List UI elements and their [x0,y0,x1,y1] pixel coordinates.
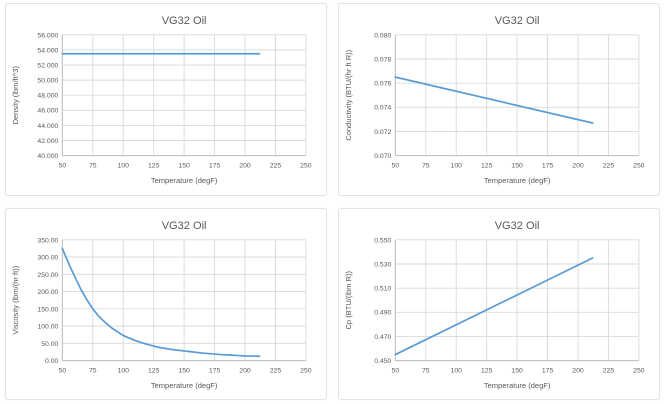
tick-label: 175 [542,367,554,374]
axis-label: Temperature (degF) [151,176,218,185]
tick-label: 225 [603,163,615,170]
tick-label: 50 [59,367,67,374]
tick-label: 250 [633,163,645,170]
tick-label: 75 [422,163,430,170]
tick-label: 150 [511,163,523,170]
tick-label: 50 [392,367,400,374]
tick-label: 0.00 [45,358,58,365]
axis-label: Viscosity (lbm/(hr ft)) [11,265,20,334]
viscosity-series-line [61,247,261,357]
chart-title: VG32 Oil [162,219,207,231]
tick-label: 200 [572,367,584,374]
tick-label: 150 [511,367,523,374]
axis-label: Cp (BTU/(lbm R)) [344,270,353,329]
tick-label: 200 [239,163,251,170]
tick-label: 250 [300,163,312,170]
conductivity-series-line [394,76,594,124]
chart-panel-cp: VG32 Oil 0.450 0.470 0.490 0.510 0.530 0.550 5… [338,207,660,400]
tick-label: 100 [118,163,130,170]
tick-label: 250 [300,367,312,374]
viscosity-chart: VG32 Oil 0.00 50.00 100.00 150.00 200.00 250.… [11,219,312,390]
tick-label: 0.074 [374,105,391,112]
tick-label: 125 [148,367,160,374]
tick-label: 125 [481,367,493,374]
tick-label: 0.450 [374,358,391,365]
tick-label: 75 [89,163,97,170]
plot-area: 0.450 0.470 0.490 0.510 0.530 0.550 50 75 100 125… [344,237,645,390]
axis-label: Temperature (degF) [484,176,551,185]
tick-label: 200.00 [37,289,58,296]
axis-label: Density (lbm/ft^3) [11,66,20,125]
tick-label: 225 [270,367,282,374]
axis-label: Temperature (degF) [484,380,551,389]
tick-label: 0.510 [374,285,391,292]
tick-label: 0.530 [374,261,391,268]
tick-label: 56.000 [37,32,58,39]
tick-label: 52.000 [37,62,58,69]
tick-label: 100 [451,163,463,170]
plot-area: 0.070 0.072 0.074 0.076 0.078 0.080 50 75 100 125… [344,32,645,185]
plot-area: 0.00 50.00 100.00 150.00 200.00 250.00 300.00 3… [11,237,312,390]
tick-label: 0.072 [374,129,391,136]
tick-label: 250 [633,367,645,374]
tick-label: 150 [178,367,190,374]
tick-label: 44.000 [37,123,58,130]
chart-panel-viscosity: VG32 Oil 0.00 50.00 100.00 150.00 200.00 250.… [5,207,327,400]
chart-title: VG32 Oil [495,15,540,27]
chart-panel-conductivity: VG32 Oil 0.070 0.072 0.074 0.076 0.078 0.080 5… [338,3,660,196]
tick-label: 46.000 [37,108,58,115]
axis-label: Temperature (degF) [151,380,218,389]
tick-label: 50.000 [37,78,58,85]
tick-label: 54.000 [37,47,58,54]
tick-label: 0.080 [374,32,391,39]
chart-title: VG32 Oil [495,219,540,231]
tick-label: 100 [451,367,463,374]
tick-label: 48.000 [37,93,58,100]
tick-label: 125 [148,163,160,170]
tick-label: 200 [572,163,584,170]
tick-label: 225 [603,367,615,374]
tick-label: 75 [89,367,97,374]
plot-area: 40.000 42.000 44.000 46.000 48.000 50.000 52.0… [11,32,312,185]
tick-label: 250.00 [37,271,58,278]
tick-label: 350.00 [37,237,58,244]
tick-label: 100.00 [37,323,58,330]
tick-label: 0.076 [374,81,391,88]
tick-label: 0.078 [374,56,391,63]
tick-label: 75 [422,367,430,374]
tick-label: 150.00 [37,306,58,313]
cp-chart: VG32 Oil 0.450 0.470 0.490 0.510 0.530 0.550 5… [344,219,645,390]
chart-panel-density: VG32 Oil 40.000 42.000 44.000 46.000 48.000 5… [5,3,327,196]
tick-label: 50.00 [41,340,58,347]
tick-label: 50 [59,163,67,170]
axis-label: Conductivity (BTU/(hr ft R)) [344,49,353,140]
chart-title: VG32 Oil [162,15,207,27]
conductivity-chart: VG32 Oil 0.070 0.072 0.074 0.076 0.078 0.080 5… [344,15,645,185]
tick-label: 175 [209,163,221,170]
tick-label: 225 [270,163,282,170]
tick-label: 0.490 [374,309,391,316]
tick-label: 200 [239,367,251,374]
tick-label: 150 [178,163,190,170]
cp-series-line [394,256,594,355]
tick-label: 40.000 [37,153,58,160]
tick-label: 0.070 [374,153,391,160]
density-chart: VG32 Oil 40.000 42.000 44.000 46.000 48.000 5… [11,15,312,185]
tick-label: 42.000 [37,138,58,145]
tick-label: 175 [209,367,221,374]
tick-label: 175 [542,163,554,170]
tick-label: 0.550 [374,237,391,244]
tick-label: 125 [481,163,493,170]
tick-label: 50 [392,163,400,170]
tick-label: 0.470 [374,333,391,340]
tick-label: 300.00 [37,254,58,261]
tick-label: 100 [118,367,130,374]
